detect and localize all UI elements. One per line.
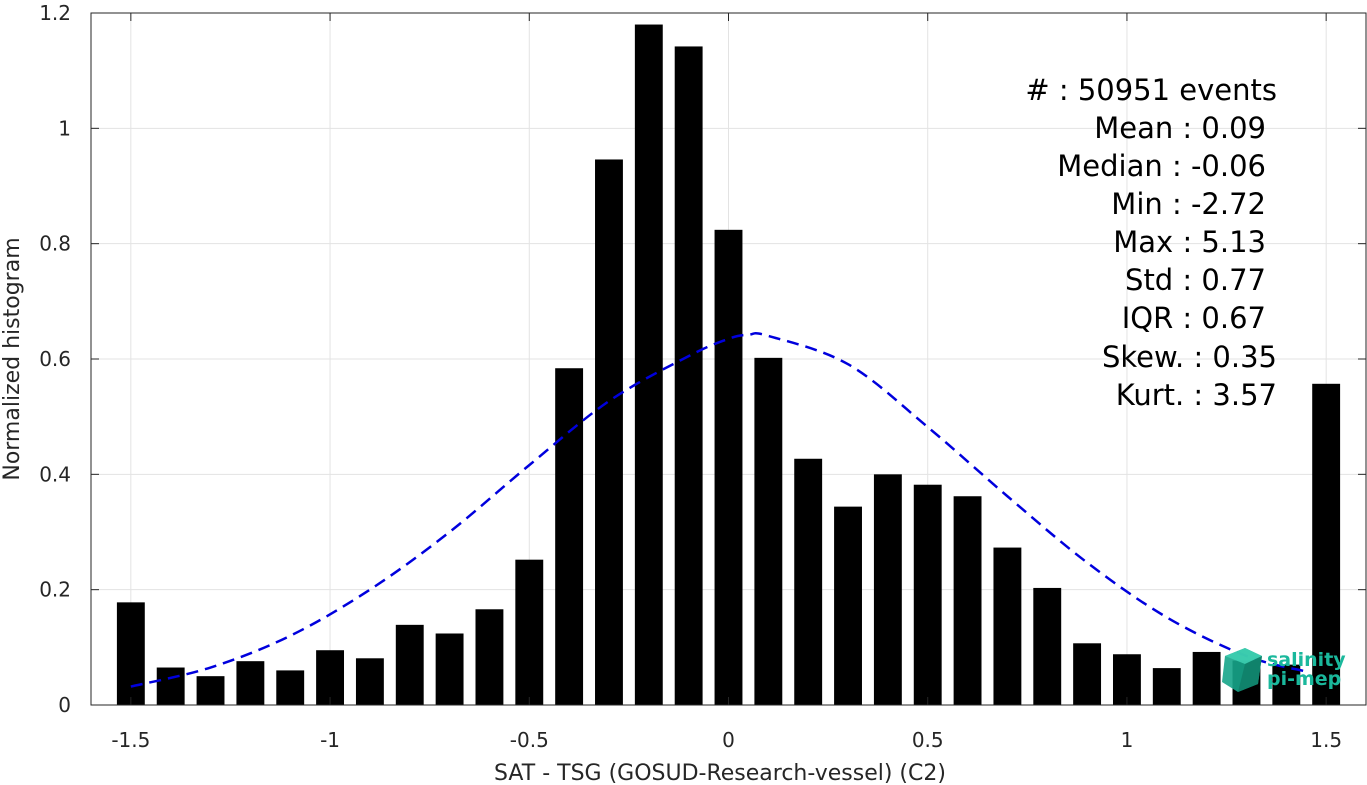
histogram-bar [355, 658, 384, 705]
gaussian-fit [130, 332, 1307, 688]
histogram-bar [435, 633, 464, 705]
y-tick-label: 0.4 [39, 462, 71, 486]
histogram-bar [674, 46, 703, 706]
histogram-bar [475, 609, 504, 705]
histogram-bar [714, 229, 743, 705]
histogram-bar [953, 496, 982, 705]
histogram-bar [555, 368, 584, 705]
logo-text-pimep: pi-mep [1267, 668, 1341, 690]
histogram-bar [634, 24, 663, 706]
salinity-pimep-logo: salinity pi-mep [1222, 648, 1346, 692]
x-tick-label: 1 [1121, 728, 1134, 752]
histogram-bar [794, 458, 823, 705]
x-tick-label: 0 [722, 728, 735, 752]
histogram-bar [1272, 664, 1301, 705]
x-axis-ticks: -1.5 -1 -0.5 0 0.5 1 1.5 [111, 13, 1342, 752]
stat-std: Std : 0.77 [1125, 263, 1266, 297]
stat-median: Median : -0.06 [1057, 149, 1266, 183]
x-axis-title: SAT - TSG (GOSUD-Research-vessel) (C2) [494, 761, 946, 785]
histogram-bars [116, 24, 1341, 706]
stat-max: Max : 5.13 [1113, 225, 1266, 259]
gaussian-fit-curve [130, 332, 1307, 688]
stats-box: # : 50951 events Mean : 0.09 Median : -0… [1025, 73, 1277, 412]
histogram-bar [1312, 383, 1341, 705]
logo-text-salinity: salinity [1267, 649, 1346, 671]
stat-skew: Skew. : 0.35 [1102, 340, 1277, 374]
stat-mean: Mean : 0.09 [1094, 111, 1266, 145]
x-tick-label: -0.5 [510, 728, 549, 752]
histogram-bar [834, 506, 862, 705]
stat-min: Min : -2.72 [1111, 187, 1266, 221]
histogram-bar [395, 624, 424, 705]
histogram-bar [1152, 668, 1181, 705]
cube-icon [1222, 648, 1262, 692]
y-tick-label: 0.8 [39, 232, 71, 256]
histogram-bar [1033, 587, 1062, 705]
histogram-bar [196, 676, 225, 705]
y-axis-title: Normalized histogram [0, 237, 25, 480]
stat-events: # : 50951 events [1025, 73, 1277, 107]
y-tick-label: 0 [58, 693, 71, 717]
x-tick-label: 1.5 [1310, 728, 1342, 752]
y-tick-label: 1 [58, 116, 71, 140]
histogram-bar [913, 484, 942, 705]
histogram-bar [236, 661, 265, 705]
stat-iqr: IQR : 0.67 [1122, 301, 1266, 335]
histogram-bar [116, 602, 145, 705]
y-axis-ticks: 0 0.2 0.4 0.6 0.8 1 1.2 [39, 1, 1366, 717]
histogram-bar [1112, 654, 1141, 705]
histogram-bar [754, 357, 783, 705]
histogram-bar [1073, 643, 1102, 705]
histogram-bar [316, 650, 345, 705]
histogram-bar [276, 670, 305, 705]
x-tick-label: -1 [320, 728, 340, 752]
y-tick-label: 0.2 [39, 578, 71, 602]
histogram-bar [595, 159, 623, 705]
histogram-bar [515, 559, 544, 705]
x-tick-label: -1.5 [111, 728, 150, 752]
x-tick-label: 0.5 [912, 728, 944, 752]
histogram-bar [993, 547, 1022, 705]
histogram-bar [1192, 651, 1221, 705]
y-tick-label: 1.2 [39, 1, 71, 25]
y-tick-label: 0.6 [39, 347, 71, 371]
histogram-bar [873, 474, 902, 705]
stat-kurt: Kurt. : 3.57 [1116, 378, 1277, 412]
histogram-bar [156, 667, 185, 705]
